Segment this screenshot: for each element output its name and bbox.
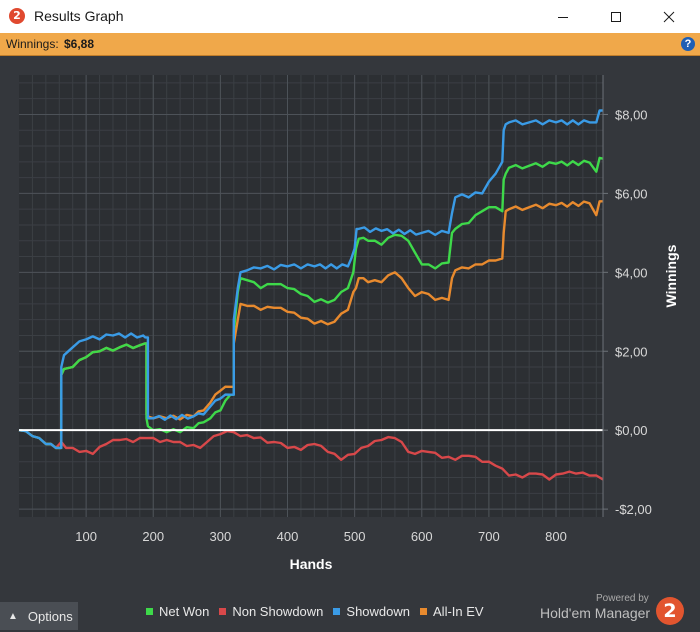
close-button[interactable] — [646, 0, 692, 33]
net-won-line — [18, 156, 604, 450]
legend-label: Non Showdown — [232, 604, 324, 619]
options-label: Options — [27, 608, 73, 624]
chevron-up-icon: ▲ — [8, 610, 18, 622]
x-tick-label: 200 — [142, 529, 164, 544]
legend-item-showdown[interactable]: Showdown — [333, 604, 410, 619]
legend-swatch-all-in-ev — [420, 608, 428, 615]
maximize-icon — [611, 11, 621, 22]
close-icon — [663, 11, 675, 22]
y-tick-label: $8,00 — [615, 107, 648, 122]
maximize-button[interactable] — [593, 0, 639, 33]
x-axis-title: Hands — [290, 556, 333, 572]
minimize-button[interactable] — [540, 0, 586, 33]
chart-grid — [19, 75, 603, 517]
legend-label: Net Won — [159, 604, 210, 619]
winnings-value: $6,88 — [64, 37, 95, 51]
chart-series — [18, 109, 604, 481]
window-title: Results Graph — [34, 8, 124, 24]
minimize-icon — [558, 16, 568, 18]
y-tick-label: -$2,00 — [615, 502, 652, 517]
brand-name: Hold'em Manager — [540, 605, 651, 621]
legend-swatch-non-showdown — [219, 608, 227, 615]
chart-legend: Net Won Non Showdown Showdown All-In EV — [146, 604, 494, 619]
legend-item-net-won[interactable]: Net Won — [146, 604, 209, 619]
bottom-bar — [0, 600, 700, 632]
legend-label: All-In EV — [433, 604, 484, 619]
options-button[interactable]: ▲ Options — [0, 602, 78, 630]
legend-item-all-in-ev[interactable]: All-In EV — [420, 604, 484, 619]
non-showdown-line — [18, 429, 604, 481]
x-tick-label: 100 — [75, 529, 97, 544]
x-tick-label: 800 — [545, 529, 567, 544]
x-tick-label: 500 — [344, 529, 366, 544]
winnings-bar: Winnings: $6,88 — [0, 33, 700, 56]
y-tick-label: $6,00 — [615, 186, 648, 201]
x-tick-label: 700 — [478, 529, 500, 544]
results-chart[interactable]: 100 200 300 400 500 600 700 800 $8,00 $6,00 $4,00 $… — [0, 56, 700, 602]
legend-label: Showdown — [346, 604, 411, 619]
legend-item-non-showdown[interactable]: Non Showdown — [219, 604, 323, 619]
winnings-label: Winnings: — [6, 37, 59, 51]
showdown-line — [18, 109, 603, 450]
title-bar: 2 Results Graph — [0, 0, 700, 33]
y-tick-label: $2,00 — [615, 344, 648, 359]
x-tick-label: 300 — [210, 529, 232, 544]
app-logo-icon: 2 — [9, 8, 25, 24]
legend-swatch-net-won — [146, 608, 153, 615]
legend-swatch-showdown — [333, 608, 341, 615]
y-tick-label: $0,00 — [615, 423, 648, 438]
powered-by-text: Powered by — [596, 593, 649, 604]
results-graph[interactable]: 100 200 300 400 500 600 700 800 $8,00 $6,00 $4,00 $… — [0, 56, 700, 602]
x-tick-label: 600 — [411, 529, 433, 544]
help-icon[interactable]: ? — [681, 37, 695, 51]
brand-logo-icon: 2 — [656, 597, 684, 625]
y-tick-label: $4,00 — [615, 265, 648, 280]
chart-axes: 100 200 300 400 500 600 700 800 $8,00 $6,00 $4,00 $… — [19, 75, 652, 544]
y-axis-title: Winnings — [663, 244, 679, 307]
x-tick-label: 400 — [277, 529, 299, 544]
